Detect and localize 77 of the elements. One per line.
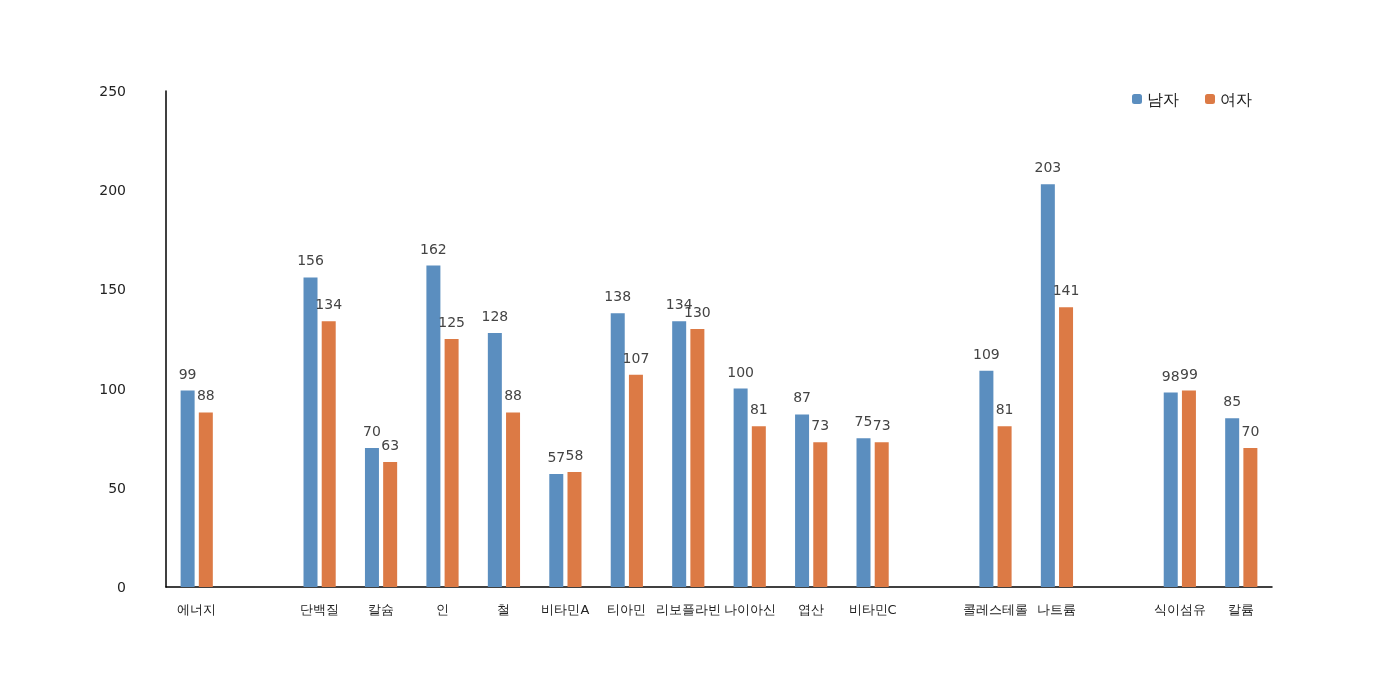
data-label: 109 bbox=[973, 345, 1000, 362]
data-label: 203 bbox=[1034, 159, 1062, 176]
y-tick-label: 150 bbox=[99, 281, 126, 298]
data-label: 73 bbox=[811, 417, 830, 434]
y-tick-label: 250 bbox=[99, 83, 126, 99]
y-tick-label: 50 bbox=[108, 479, 126, 496]
bar bbox=[1225, 418, 1240, 587]
bar bbox=[997, 426, 1012, 587]
data-label: 57 bbox=[547, 448, 566, 465]
x-tick-label: 철 bbox=[497, 602, 511, 617]
legend-label: 여자 bbox=[1220, 89, 1252, 109]
data-label: 70 bbox=[363, 423, 381, 440]
x-tick-label: 인 bbox=[436, 602, 449, 617]
bar bbox=[1059, 307, 1074, 587]
bar bbox=[672, 321, 687, 587]
x-tick-label: 식이섬유 bbox=[1153, 602, 1206, 617]
legend-label: 남자 bbox=[1147, 89, 1179, 109]
bar bbox=[487, 333, 502, 587]
x-tick-label: 에너지 bbox=[177, 602, 217, 617]
bar bbox=[979, 370, 994, 587]
bar bbox=[628, 374, 643, 587]
data-label: 99 bbox=[1180, 365, 1198, 382]
bar bbox=[198, 412, 213, 587]
bar bbox=[1243, 448, 1258, 587]
data-label: 138 bbox=[604, 288, 632, 305]
bar bbox=[813, 442, 828, 587]
data-label: 87 bbox=[793, 389, 811, 406]
data-label: 63 bbox=[381, 437, 400, 454]
data-label: 85 bbox=[1223, 393, 1242, 410]
data-label: 88 bbox=[196, 387, 215, 404]
y-tick-label: 100 bbox=[99, 380, 126, 397]
bar bbox=[1163, 392, 1178, 587]
bar bbox=[444, 339, 459, 587]
data-label: 162 bbox=[420, 240, 447, 257]
data-label: 75 bbox=[854, 413, 873, 430]
x-tick-label: 엽산 bbox=[798, 602, 825, 617]
data-label: 128 bbox=[481, 308, 509, 325]
data-label: 88 bbox=[504, 387, 522, 404]
bar bbox=[567, 471, 582, 587]
data-label: 81 bbox=[995, 401, 1014, 418]
data-label: 156 bbox=[297, 252, 324, 269]
bar bbox=[549, 473, 564, 587]
x-tick-label: 단백질 bbox=[300, 602, 340, 617]
x-tick-label: 비타민C bbox=[848, 602, 897, 617]
data-label: 81 bbox=[749, 401, 768, 418]
x-tick-label: 칼슘 bbox=[368, 602, 395, 617]
data-label: 70 bbox=[1241, 423, 1260, 440]
bar bbox=[733, 388, 748, 587]
bar bbox=[1181, 390, 1196, 587]
x-tick-label: 나트륨 bbox=[1037, 602, 1077, 617]
data-label: 58 bbox=[565, 446, 584, 463]
bar bbox=[856, 438, 871, 587]
bar bbox=[321, 321, 336, 587]
x-tick-label: 콜레스테롤 bbox=[963, 602, 1028, 617]
bar bbox=[874, 442, 889, 587]
bar bbox=[303, 277, 318, 587]
bar bbox=[751, 426, 766, 587]
bar bbox=[1040, 184, 1055, 587]
y-tick-label: 200 bbox=[99, 182, 126, 199]
x-tick-label: 나이아신 bbox=[723, 602, 776, 617]
data-label: 100 bbox=[727, 363, 754, 380]
bar bbox=[506, 412, 521, 587]
bar bbox=[610, 313, 625, 587]
bar bbox=[364, 448, 379, 587]
bar bbox=[795, 414, 810, 587]
bar bbox=[180, 390, 195, 587]
data-label: 98 bbox=[1161, 367, 1180, 384]
x-tick-label: 비타민A bbox=[541, 602, 590, 617]
y-tick-label: 0 bbox=[117, 579, 126, 595]
x-tick-label: 칼륨 bbox=[1228, 602, 1255, 617]
bar bbox=[426, 265, 441, 587]
x-tick-label: 리보플라빈 bbox=[655, 602, 721, 617]
x-tick-label: 티아민 bbox=[607, 602, 647, 617]
bar bbox=[383, 462, 398, 587]
data-label: 73 bbox=[872, 417, 891, 434]
bar bbox=[690, 329, 705, 587]
data-label: 99 bbox=[178, 365, 197, 382]
